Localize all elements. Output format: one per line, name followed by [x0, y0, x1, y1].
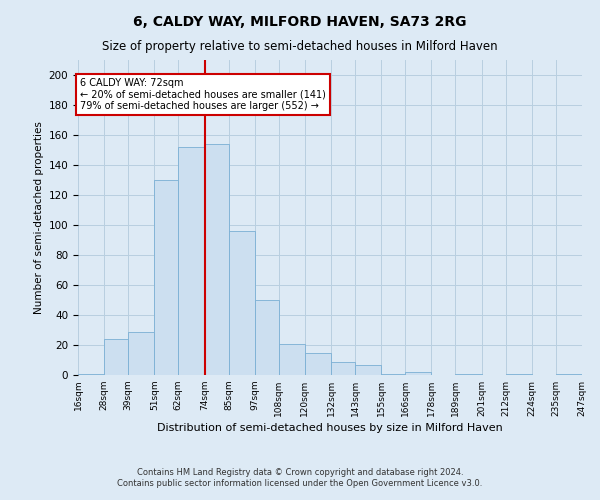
Bar	[331, 362, 355, 375]
Bar	[405, 372, 431, 375]
Text: 6, CALDY WAY, MILFORD HAVEN, SA73 2RG: 6, CALDY WAY, MILFORD HAVEN, SA73 2RG	[133, 15, 467, 29]
Bar	[104, 339, 128, 375]
Bar	[279, 344, 305, 375]
Text: 6 CALDY WAY: 72sqm
← 20% of semi-detached houses are smaller (141)
79% of semi-d: 6 CALDY WAY: 72sqm ← 20% of semi-detache…	[80, 78, 326, 111]
Text: Size of property relative to semi-detached houses in Milford Haven: Size of property relative to semi-detach…	[102, 40, 498, 53]
Bar	[381, 374, 405, 375]
Bar	[556, 374, 582, 375]
Bar	[205, 144, 229, 375]
Bar	[78, 374, 104, 375]
Bar	[154, 180, 178, 375]
Bar	[506, 374, 532, 375]
Bar	[305, 352, 331, 375]
Bar	[455, 374, 482, 375]
Bar	[128, 332, 154, 375]
Y-axis label: Number of semi-detached properties: Number of semi-detached properties	[34, 121, 44, 314]
Bar	[255, 300, 279, 375]
Bar	[229, 231, 255, 375]
Text: Contains HM Land Registry data © Crown copyright and database right 2024.
Contai: Contains HM Land Registry data © Crown c…	[118, 468, 482, 487]
Bar	[178, 147, 205, 375]
Bar	[355, 364, 381, 375]
X-axis label: Distribution of semi-detached houses by size in Milford Haven: Distribution of semi-detached houses by …	[157, 423, 503, 433]
